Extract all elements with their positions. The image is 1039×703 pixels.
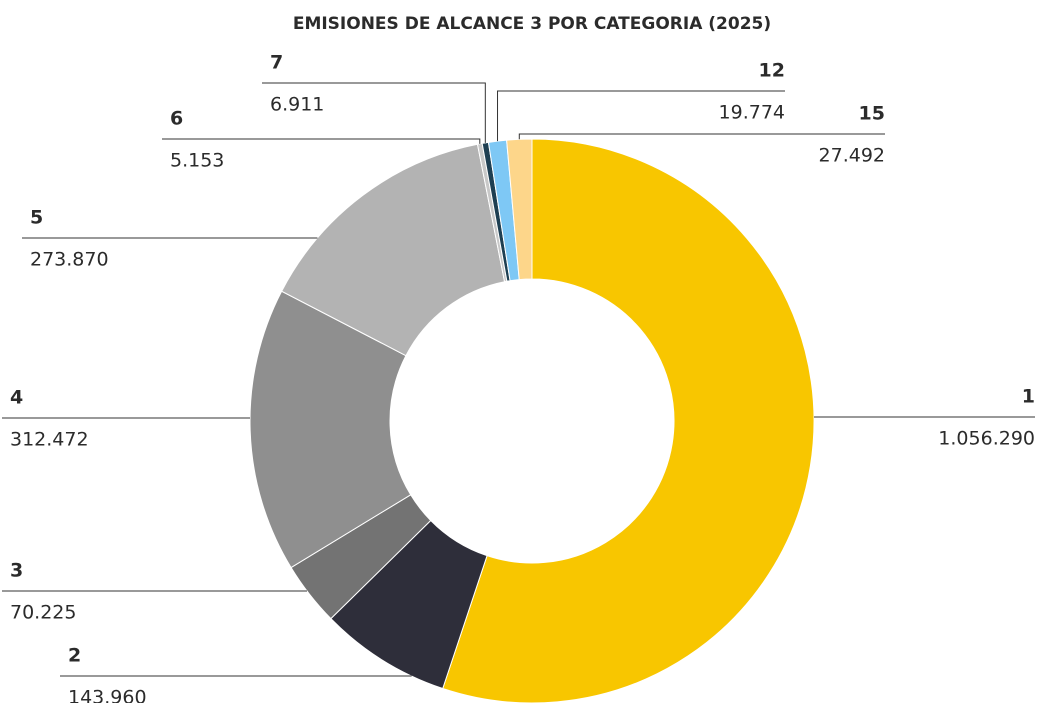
category-label: 7 (270, 52, 283, 74)
category-label: 12 (759, 60, 785, 82)
value-label: 143.960 (68, 687, 147, 703)
category-label: 5 (30, 207, 43, 229)
donut-slice (506, 138, 533, 281)
chart-title: EMISIONES DE ALCANCE 3 POR CATEGORIA (20… (293, 14, 771, 34)
category-label: 1 (1022, 386, 1035, 408)
category-label: 2 (68, 645, 81, 667)
donut-slice (249, 290, 412, 569)
value-label: 1.056.290 (938, 428, 1035, 450)
value-label: 27.492 (819, 145, 885, 167)
donut-slice (280, 143, 506, 357)
value-label: 273.870 (30, 249, 109, 271)
value-label: 6.911 (270, 94, 324, 116)
category-label: 6 (170, 108, 183, 130)
leader-line (518, 133, 885, 140)
leader-line (262, 82, 486, 143)
value-label: 312.472 (10, 429, 89, 451)
category-label: 3 (10, 560, 23, 582)
category-label: 4 (10, 387, 23, 409)
value-label: 19.774 (719, 102, 785, 124)
donut-slice (442, 138, 815, 703)
value-label: 5.153 (170, 150, 224, 172)
leader-line (497, 90, 785, 142)
value-label: 70.225 (10, 602, 76, 624)
leader-line (162, 138, 481, 144)
category-label: 15 (859, 103, 885, 125)
